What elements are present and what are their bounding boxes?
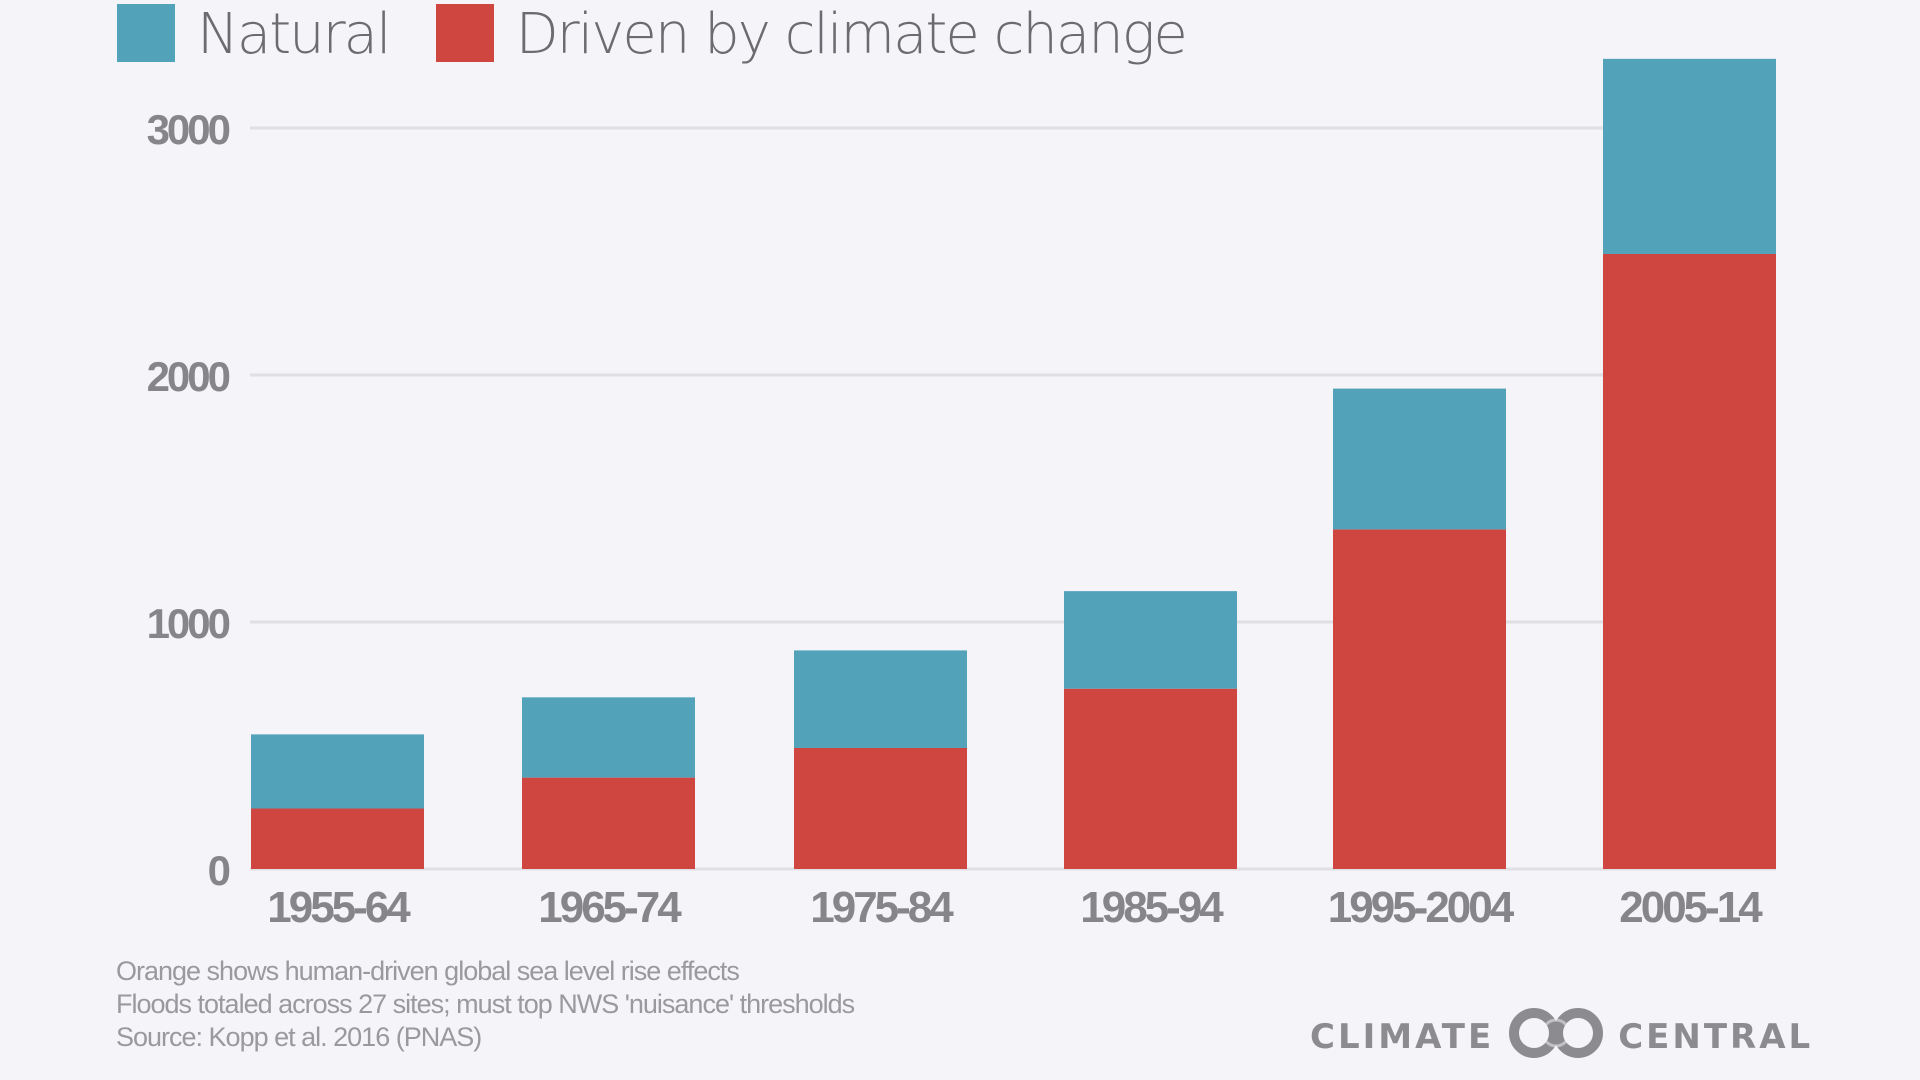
legend-item-natural: Natural xyxy=(117,2,392,67)
bar-1965-74-natural xyxy=(522,697,695,778)
chart-notes: Orange shows human-driven global sea lev… xyxy=(116,955,855,1054)
x-tick-label-1995-2004: 1995-2004 xyxy=(1328,883,1515,932)
bar-1985-94-climate-change xyxy=(1064,688,1237,869)
note-line-1: Orange shows human-driven global sea lev… xyxy=(116,956,740,986)
logo-text-right: CENTRAL xyxy=(1618,1017,1814,1057)
bar-2005-14-natural xyxy=(1603,58,1776,254)
bar-1975-84-climate-change xyxy=(794,747,967,869)
legend-item-climate-change: Driven by climate change xyxy=(435,2,1188,67)
x-tick-label-1985-94: 1985-94 xyxy=(1080,883,1224,932)
y-tick-label-0: 0 xyxy=(208,847,230,894)
bar-1955-64-climate-change xyxy=(251,808,424,869)
climate-central-logo: CLIMATE CENTRAL xyxy=(1310,1007,1814,1061)
x-tick-label-2005-14: 2005-14 xyxy=(1619,883,1763,932)
legend-label-climate-change: Driven by climate change xyxy=(515,2,1188,67)
bar-1985-94-natural xyxy=(1064,591,1237,689)
note-line-2: Floods totaled across 27 sites; must top… xyxy=(116,989,855,1019)
bar-1995-2004-natural xyxy=(1333,388,1506,530)
y-tick-label-1000: 1000 xyxy=(147,600,230,647)
bar-1995-2004-climate-change xyxy=(1333,529,1506,869)
x-tick-label-1975-84: 1975-84 xyxy=(810,883,954,932)
bar-2005-14-climate-change xyxy=(1603,253,1776,870)
legend: Natural Driven by climate change xyxy=(117,2,1232,67)
interlocking-rings-icon xyxy=(1504,1007,1608,1068)
legend-label-natural: Natural xyxy=(197,2,392,67)
legend-swatch-natural xyxy=(117,4,175,62)
x-tick-label-1955-64: 1955-64 xyxy=(267,883,411,932)
logo-text-left: CLIMATE xyxy=(1310,1017,1495,1057)
bar-1965-74-climate-change xyxy=(522,777,695,869)
bar-1975-84-natural xyxy=(794,650,967,748)
y-tick-label-2000: 2000 xyxy=(147,353,230,400)
x-tick-label-1965-74: 1965-74 xyxy=(538,883,682,932)
legend-swatch-climate-change xyxy=(435,4,494,62)
note-line-3: Source: Kopp et al. 2016 (PNAS) xyxy=(116,1022,482,1052)
bar-1955-64-natural xyxy=(251,734,424,809)
y-tick-label-3000: 3000 xyxy=(147,106,230,153)
